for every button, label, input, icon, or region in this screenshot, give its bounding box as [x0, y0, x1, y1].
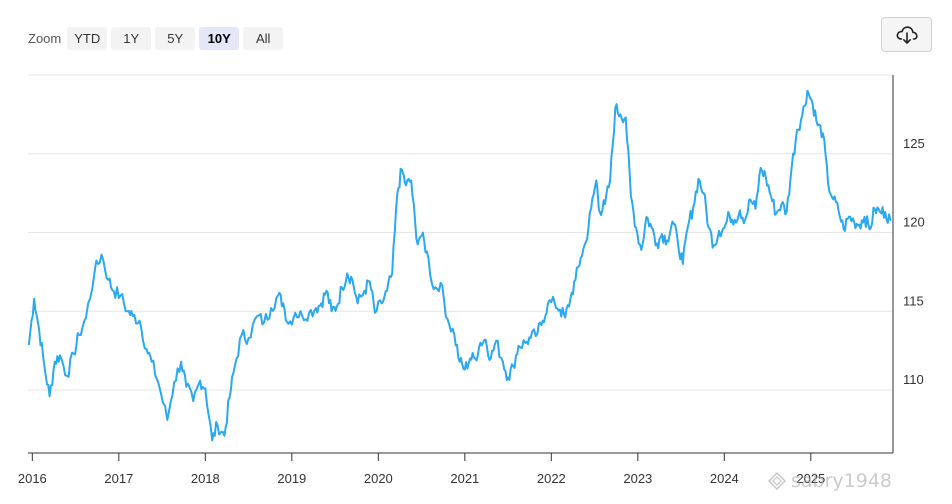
y-tick-label: 125 — [903, 136, 925, 151]
zoom-toolbar: Zoom YTD 1Y 5Y 10Y All — [28, 27, 287, 50]
zoom-ytd-button[interactable]: YTD — [67, 27, 108, 50]
x-tick-label: 2016 — [18, 471, 47, 486]
download-button[interactable] — [881, 17, 932, 52]
x-tick-label: 2024 — [710, 471, 739, 486]
y-tick-label: 120 — [903, 215, 925, 230]
x-axis: 2016 2017 2018 2019 2020 2021 2022 2023 2024 2025 — [18, 452, 893, 486]
y-axis: 110 115 120 125 — [892, 75, 925, 453]
x-tick-label: 2025 — [796, 471, 825, 486]
watermark-logo-icon — [768, 472, 786, 490]
y-tick-label: 115 — [903, 293, 924, 308]
x-tick-label: 2018 — [191, 471, 220, 486]
watermark: sabry1948 — [768, 470, 892, 492]
x-tick-label: 2019 — [277, 471, 306, 486]
y-tick-label: 110 — [903, 372, 924, 387]
zoom-1y-button[interactable]: 1Y — [111, 27, 152, 50]
zoom-all-button[interactable]: All — [243, 27, 284, 50]
zoom-5y-button[interactable]: 5Y — [155, 27, 196, 50]
zoom-label: Zoom — [28, 31, 62, 46]
x-tick-label: 2017 — [104, 471, 133, 486]
series-line-layer — [27, 89, 892, 442]
x-tick-label: 2021 — [450, 471, 479, 486]
x-tick-label: 2020 — [364, 471, 393, 486]
cloud-download-icon — [896, 25, 918, 44]
series-line-0 — [27, 89, 892, 442]
x-tick-label: 2023 — [623, 471, 652, 486]
x-tick-label: 2022 — [537, 471, 566, 486]
gridlines — [28, 74, 893, 391]
watermark-text: sabry1948 — [791, 470, 893, 492]
zoom-10y-button[interactable]: 10Y — [199, 27, 240, 50]
